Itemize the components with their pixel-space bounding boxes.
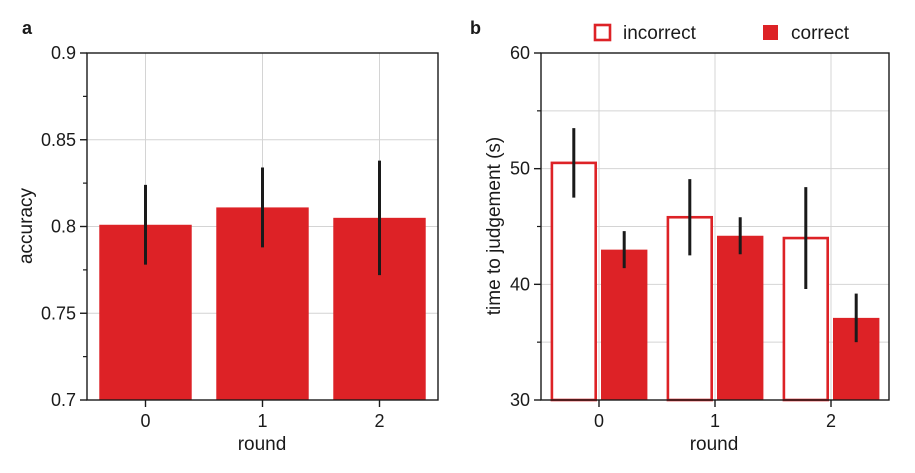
y-tick-label: 0.9 <box>51 43 76 63</box>
legend: incorrect correct <box>593 23 850 44</box>
x-ticks-b: 0 1 2 <box>594 400 836 431</box>
error-bars-b <box>572 128 858 343</box>
bar-correct <box>601 249 648 400</box>
y-tick-label: 0.85 <box>41 130 76 150</box>
bars-b <box>550 161 880 402</box>
bar-incorrect <box>550 161 598 402</box>
bar-correct <box>717 235 764 400</box>
legend-label-incorrect: incorrect <box>623 23 697 44</box>
y-ticks-b: 30 40 50 60 <box>510 43 541 410</box>
panel-letter-a: a <box>22 18 33 38</box>
y-ticks-a: 0.7 0.75 0.8 0.85 0.9 <box>41 43 87 410</box>
legend-label-correct: correct <box>791 23 850 44</box>
y-tick-label: 60 <box>510 43 530 63</box>
x-tick-label: 0 <box>594 411 604 431</box>
y-tick-label: 50 <box>510 159 530 179</box>
x-axis-label-a: round <box>238 434 287 455</box>
error-bars-a <box>144 160 381 276</box>
panel-a: a 0.7 0.75 0.8 0.85 0.9 0 1 2 round accuracy <box>16 18 439 455</box>
legend-swatch-correct <box>763 25 778 40</box>
y-axis-label-a: accuracy <box>16 187 37 264</box>
x-tick-label: 2 <box>374 411 384 431</box>
y-tick-label: 0.7 <box>51 390 76 410</box>
y-tick-label: 40 <box>510 274 530 294</box>
y-tick-label: 0.8 <box>51 217 76 237</box>
x-ticks-a: 0 1 2 <box>140 400 385 431</box>
x-tick-label: 1 <box>257 411 267 431</box>
y-tick-label: 0.75 <box>41 303 76 323</box>
x-tick-label: 2 <box>826 411 836 431</box>
panel-letter-b: b <box>470 18 481 38</box>
bars-a <box>99 207 426 400</box>
y-tick-label: 30 <box>510 390 530 410</box>
x-axis-label-b: round <box>690 434 739 455</box>
x-tick-label: 0 <box>140 411 150 431</box>
y-axis-label-b: time to judgement (s) <box>484 137 505 315</box>
x-tick-label: 1 <box>710 411 720 431</box>
legend-swatch-incorrect <box>593 23 612 42</box>
panel-b: b 30 40 50 60 0 1 2 round time to judgement (… <box>470 18 890 455</box>
